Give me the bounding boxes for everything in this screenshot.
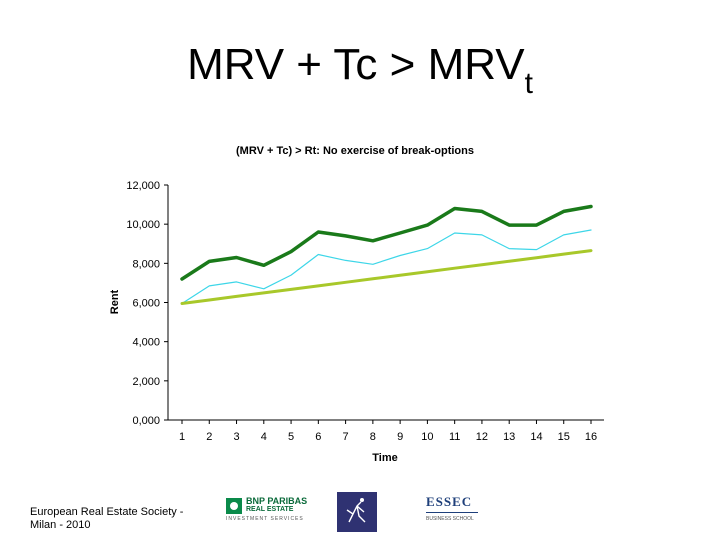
essec-logo: ESSEC BUSINESS SCHOOL [424,494,484,534]
x-tick-label: 12 [476,431,488,443]
x-tick-label: 14 [530,431,542,443]
y-tick-label: 8,000 [132,258,160,270]
x-tick-label: 3 [233,431,239,443]
essec-logo-name: ESSEC [426,494,473,509]
x-tick-label: 13 [503,431,515,443]
essec-logo-rule [426,512,478,513]
series-line-mrv [181,229,592,305]
slide-title-subscript: t [524,67,533,100]
chart-axes [167,185,604,421]
series-line-mrv-tc [180,204,593,281]
eres-figure-icon [346,498,366,523]
y-axis-ticks: 0,000 2,000 4,000 6,000 8,000 10,000 12,000 [126,180,168,427]
y-tick-label: 6,000 [132,298,160,310]
series-lines [180,204,593,305]
x-tick-label: 7 [343,431,349,443]
y-tick-label: 2,000 [132,376,160,388]
x-tick-label: 16 [585,431,597,443]
bnp-logo-line1: BNP PARIBAS [246,496,308,506]
y-tick-label: 12,000 [126,180,160,192]
x-tick-label: 1 [179,431,185,443]
x-tick-label: 11 [449,431,460,443]
slide-title: MRV + Tc > MRVt [0,40,720,100]
x-tick-label: 15 [558,431,570,443]
x-tick-label: 5 [288,431,294,443]
series-line-rt [180,249,593,305]
bnp-logo-line2: REAL ESTATE [246,506,294,513]
x-axis-ticks: 1 2 3 4 5 6 7 8 9 10 11 12 13 14 15 16 [179,420,597,443]
y-tick-label: 0,000 [132,415,160,427]
bnp-logo-line3: INVESTMENT SERVICES [226,516,304,522]
bnp-star-icon [226,498,242,514]
x-tick-label: 10 [421,431,433,443]
eres-logo [337,492,377,532]
x-tick-label: 2 [206,431,212,443]
x-tick-label: 6 [315,431,321,443]
y-tick-label: 10,000 [126,219,160,231]
x-tick-label: 8 [370,431,376,443]
x-axis-label: Time [372,452,397,464]
bnp-paribas-logo: BNP PARIBAS REAL ESTATE INVESTMENT SERVI… [226,496,308,524]
x-tick-label: 4 [261,431,267,443]
essec-logo-sub: BUSINESS SCHOOL [426,516,474,522]
chart-title: (MRV + Tc) > Rt: No exercise of break-op… [236,145,474,157]
footer-text: European Real Estate Society - Milan - 2… [30,506,184,531]
slide-title-main: MRV + Tc > MRV [187,40,525,89]
y-axis-label: Rent [109,289,121,314]
y-tick-label: 4,000 [132,337,160,349]
x-tick-label: 9 [397,431,403,443]
